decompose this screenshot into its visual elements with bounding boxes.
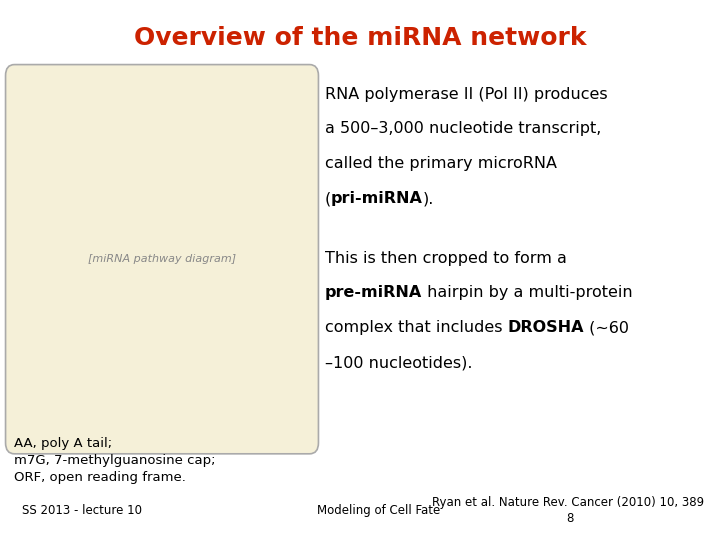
Text: DROSHA: DROSHA <box>507 320 584 335</box>
Text: Modeling of Cell Fate: Modeling of Cell Fate <box>317 504 440 517</box>
Text: RNA polymerase II (Pol II) produces: RNA polymerase II (Pol II) produces <box>325 86 607 102</box>
Text: called the primary microRNA: called the primary microRNA <box>325 157 557 171</box>
Text: Overview of the mi​RNA network: Overview of the mi​RNA network <box>134 26 586 50</box>
Text: –100 nucleotides).: –100 nucleotides). <box>325 355 472 370</box>
FancyBboxPatch shape <box>6 65 318 454</box>
Text: hairpin by a multi-protein: hairpin by a multi-protein <box>422 286 632 300</box>
Text: complex that includes: complex that includes <box>325 320 507 335</box>
Text: a 500–3,000 nucleotide transcript,: a 500–3,000 nucleotide transcript, <box>325 122 601 137</box>
Text: SS 2013 - lecture 10: SS 2013 - lecture 10 <box>22 504 142 517</box>
Text: (∼60: (∼60 <box>584 320 629 335</box>
Text: (: ( <box>325 191 330 206</box>
Text: AA, poly A tail;
m7G, 7-methylguanosine cap;
ORF, open reading frame.: AA, poly A tail; m7G, 7-methylguanosine … <box>14 437 216 484</box>
Text: Ryan et al. Nature Rev. Cancer (2010) 10, 389
                                  : Ryan et al. Nature Rev. Cancer (2010) 10… <box>432 496 704 525</box>
Text: This is then cropped to form a: This is then cropped to form a <box>325 251 567 266</box>
Text: pri-miRNA: pri-miRNA <box>330 191 423 206</box>
Text: [miRNA pathway diagram]: [miRNA pathway diagram] <box>88 254 236 264</box>
Text: ).: ). <box>423 191 434 206</box>
Text: pre-miRNA: pre-miRNA <box>325 286 422 300</box>
